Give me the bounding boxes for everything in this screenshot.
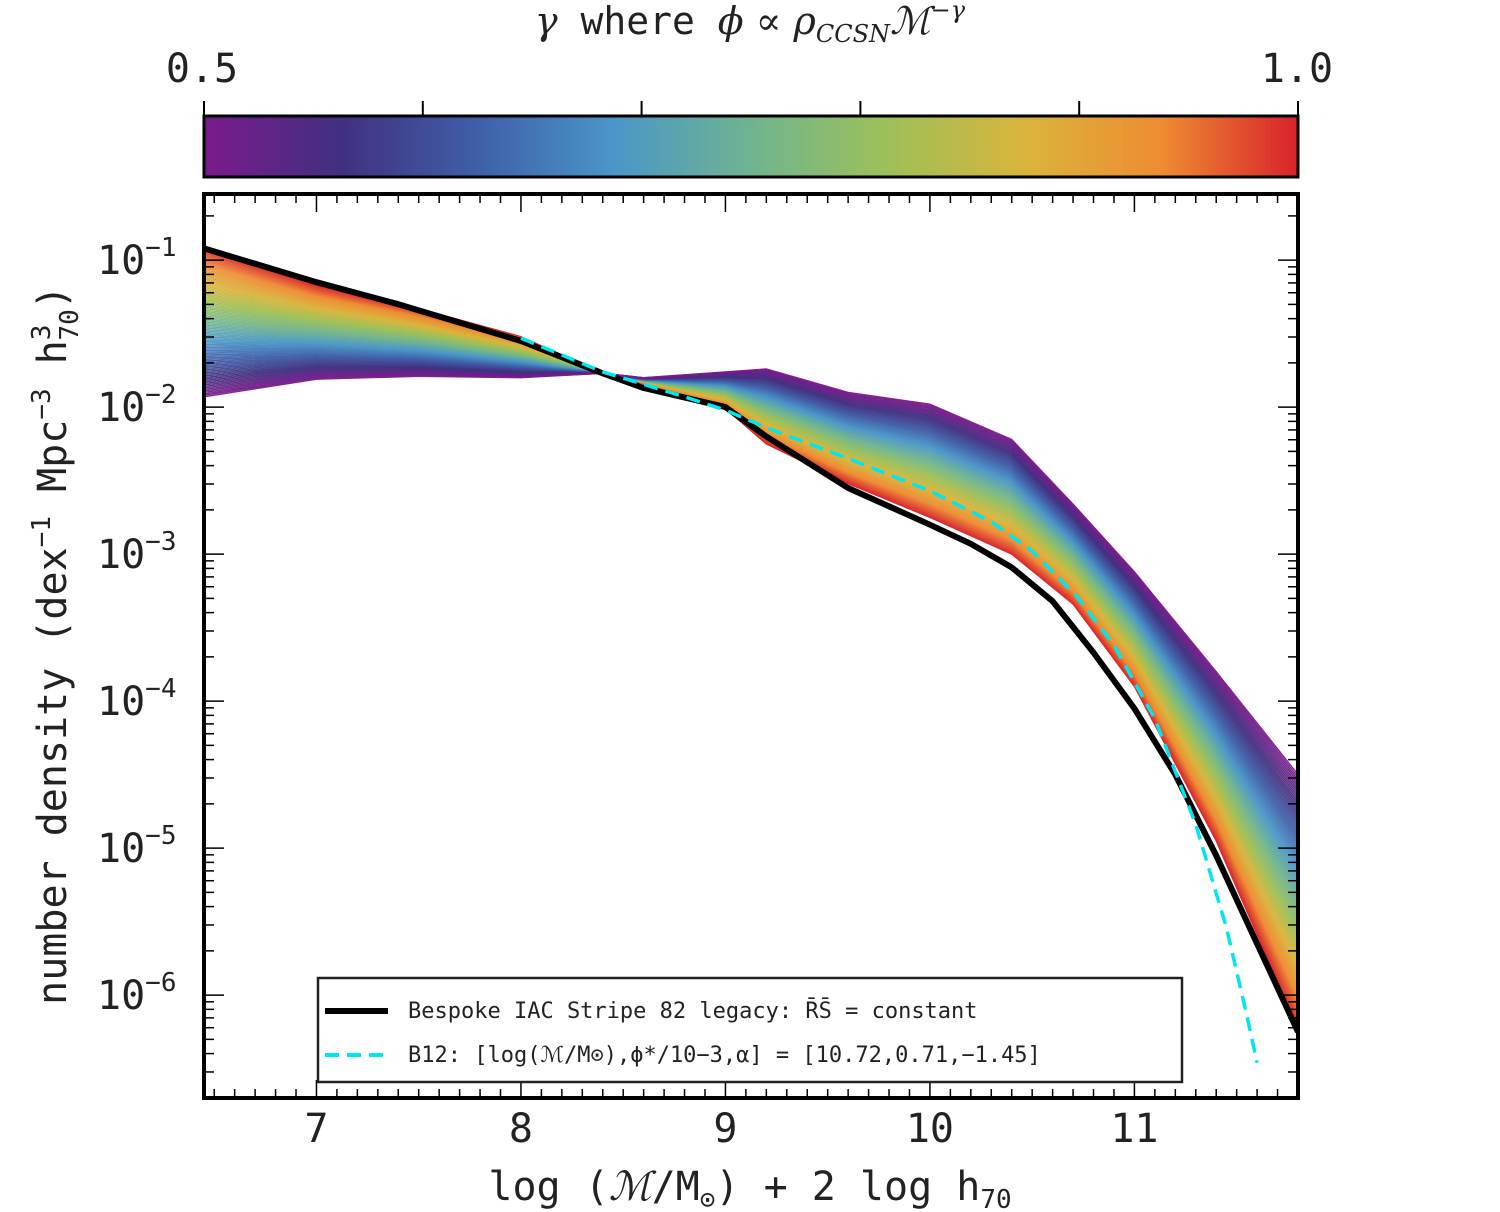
x-tick-labels: 7 8 9 10 11 [304, 1106, 1158, 1152]
x-tick-label: 8 [509, 1106, 533, 1152]
y-tick-label: 10−2 [97, 380, 176, 431]
y-tick-label: 10−6 [97, 968, 176, 1019]
gamma-line [204, 368, 1298, 776]
y-axis-title: number density (dex−1 Mpc−3 h370) [27, 285, 85, 1005]
gamma-line [204, 364, 1298, 814]
colorbar-max-label: 1.0 [1261, 46, 1333, 92]
y-tick-label: 10−5 [97, 821, 176, 872]
colorbar-label: γ where ϕ ∝ ρCCSNℳ−γ [535, 0, 966, 48]
axis-ticks [204, 194, 1299, 1099]
legend-label-b12: B12: [log(ℳ/M⊙),ϕ*/10−3,α] = [10.72,0.71… [408, 1043, 1041, 1068]
x-axis-title: log (ℳ/M⊙) + 2 log h70 [488, 1164, 1011, 1212]
y-tick-label: 10−1 [97, 233, 176, 284]
x-tick-label: 9 [713, 1106, 737, 1152]
y-tick-label: 10−3 [97, 527, 176, 578]
x-tick-label: 11 [1110, 1106, 1158, 1152]
legend: Bespoke IAC Stripe 82 legacy: R̄S̄ = con… [316, 976, 1184, 1084]
legend-label-bespoke: Bespoke IAC Stripe 82 legacy: R̄S̄ = con… [408, 998, 978, 1024]
gamma-line [204, 365, 1298, 811]
gamma-family-lines [204, 246, 1298, 1030]
gamma-line [204, 363, 1298, 816]
colorbar: γ where ϕ ∝ ρCCSNℳ−γ 0.5 1.0 [166, 0, 1333, 179]
y-tick-label: 10−4 [97, 674, 176, 725]
y-tick-labels: 10−1 10−2 10−3 10−4 10−5 10−6 [97, 233, 176, 1019]
x-tick-label: 7 [304, 1106, 328, 1152]
legend-box [316, 976, 1184, 1084]
series-lines [204, 245, 1298, 1064]
series-line-b12 [520, 336, 1259, 1064]
colorbar-gradient [202, 114, 1300, 179]
plot-frame [202, 192, 1300, 1100]
colorbar-ticks [203, 101, 1299, 116]
plot-area: 7 8 9 10 11 10−1 10−2 10−3 10−4 10−5 10−6 [97, 192, 1300, 1152]
x-tick-label: 10 [906, 1106, 954, 1152]
colorbar-min-label: 0.5 [166, 46, 238, 92]
